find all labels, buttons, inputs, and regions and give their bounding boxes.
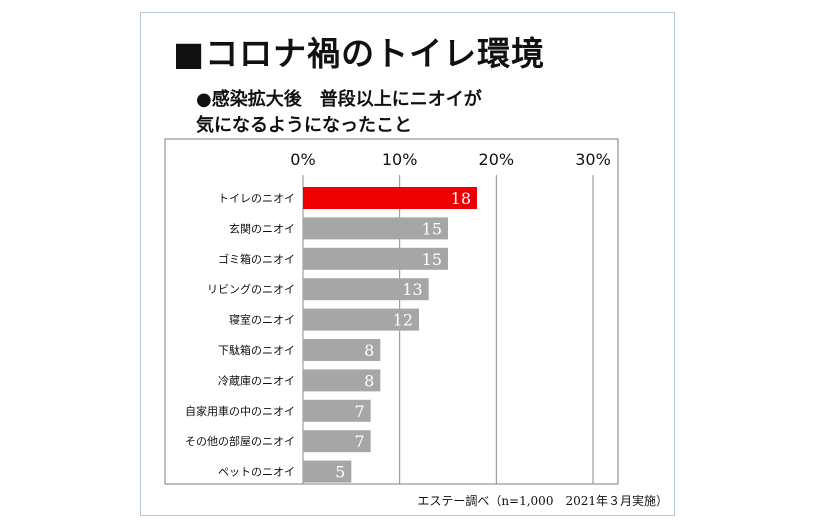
category-label: リビングのニオイ — [207, 282, 295, 296]
x-tick-label: 10% — [382, 150, 418, 169]
bar — [303, 278, 429, 301]
category-label: 冷蔵庫のニオイ — [218, 373, 295, 387]
category-label: ペットのニオイ — [218, 466, 295, 479]
data-label: 18 — [451, 189, 471, 208]
category-label: 自家用車の中のニオイ — [185, 404, 295, 418]
chart-title: ■コロナ禍のトイレ環境 — [173, 34, 546, 73]
plot-frame — [164, 138, 619, 485]
data-label: 7 — [354, 432, 364, 451]
chart-subtitle: ●感染拡大後 普段以上にニオイが 気になるようになったこと — [196, 89, 482, 136]
category-label: 下駄箱のニオイ — [218, 343, 295, 357]
data-label: 5 — [335, 463, 345, 482]
bar — [303, 217, 448, 240]
chart-panel: ■コロナ禍のトイレ環境 ●感染拡大後 普段以上にニオイが 気になるようになったこ… — [140, 12, 675, 516]
data-label: 15 — [422, 219, 442, 238]
bar — [303, 187, 477, 209]
bar — [303, 339, 381, 361]
source-credit: エステー調べ（n=1,000 2021年３月実施） — [417, 494, 668, 508]
x-tick-label: 0% — [290, 150, 315, 169]
bar — [303, 460, 352, 483]
category-label: ゴミ箱のニオイ — [218, 252, 295, 266]
x-tick-label: 20% — [479, 150, 515, 169]
bar — [303, 247, 448, 270]
data-label: 8 — [364, 371, 374, 390]
category-label: 寝室のニオイ — [229, 313, 295, 327]
data-label: 8 — [364, 341, 374, 360]
x-tick-label: 30% — [575, 150, 611, 169]
bar-chart: 0% 10% 20% 30% トイレのニオイ 18 玄関のニオイ 15 ゴミ箱のニオイ 15 リビン… — [164, 138, 619, 485]
data-label: 12 — [393, 311, 413, 330]
data-label: 13 — [402, 280, 422, 299]
bar — [303, 399, 371, 422]
category-label: その他の部屋のニオイ — [185, 434, 295, 448]
data-label: 7 — [354, 402, 364, 421]
bar — [303, 369, 381, 392]
bar — [303, 430, 371, 453]
data-label: 15 — [422, 250, 442, 269]
bar — [303, 308, 419, 331]
category-label: トイレのニオイ — [218, 192, 295, 205]
category-label: 玄関のニオイ — [229, 221, 295, 235]
